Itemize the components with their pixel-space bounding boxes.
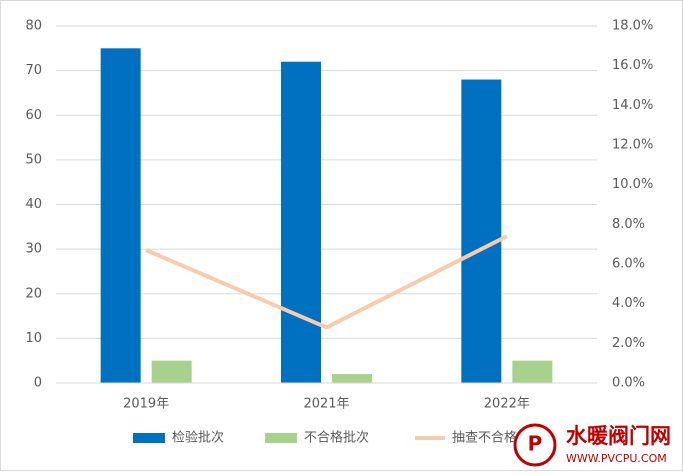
bar: [332, 374, 372, 383]
y-tick-label: 40: [25, 197, 42, 212]
bar: [461, 79, 502, 384]
watermark-title: 水暖阀门网: [566, 424, 671, 448]
y2-tick-label: 12.0%: [612, 138, 653, 153]
bar: [100, 48, 141, 383]
legend-label: 抽查不合格率: [452, 430, 530, 446]
x-tick-label: 2022年: [484, 397, 530, 412]
y2-tick-label: 4.0%: [612, 296, 645, 311]
watermark-url: WWW.PVCPU.COM: [566, 452, 667, 465]
y2-tick-label: 6.0%: [612, 257, 645, 272]
bar: [512, 360, 553, 383]
y-tick-label: 70: [25, 63, 42, 78]
y2-tick-label: 18.0%: [612, 19, 653, 34]
line: [145, 234, 508, 330]
bar: [281, 61, 321, 383]
y2-tick-label: 16.0%: [612, 58, 653, 73]
y-tick-label: 50: [25, 152, 42, 167]
legend-label: 不合格批次: [304, 430, 369, 446]
y-tick-label: 0: [34, 376, 42, 391]
y-tick-label: 60: [25, 108, 42, 123]
legend-swatch: [133, 433, 165, 443]
y2-tick-label: 0.0%: [612, 376, 645, 391]
y-tick-label: 80: [25, 19, 42, 34]
legend-label: 检验批次: [172, 430, 224, 446]
y-tick-label: 20: [25, 286, 42, 301]
watermark-logo-mark: P: [528, 432, 543, 456]
y2-tick-label: 8.0%: [612, 217, 645, 232]
x-tick-label: 2019年: [123, 397, 169, 412]
y-tick-label: 10: [25, 331, 42, 346]
legend-swatch: [265, 433, 297, 443]
y2-tick-label: 10.0%: [612, 177, 653, 192]
x-tick-label: 2021年: [303, 397, 349, 412]
bar: [151, 360, 192, 383]
watermark: P 水暖阀门网 WWW.PVCPU.COM: [513, 423, 671, 467]
y-tick-label: 30: [25, 242, 42, 257]
y2-tick-label: 14.0%: [612, 98, 653, 113]
y2-tick-label: 2.0%: [612, 336, 645, 351]
watermark-logo: [513, 423, 557, 467]
